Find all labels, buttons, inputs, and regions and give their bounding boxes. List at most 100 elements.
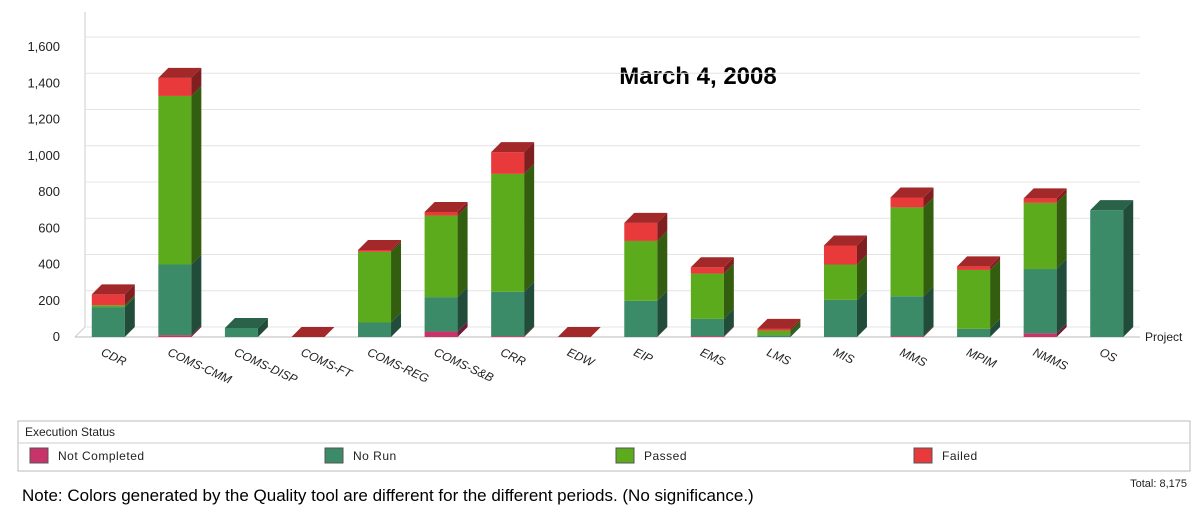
bar-segment (158, 335, 192, 337)
legend-swatch (29, 447, 49, 464)
x-tick-label: NMMS (1031, 345, 1070, 373)
bar-segment (158, 95, 192, 265)
x-tick-label: COMS-REG (365, 345, 431, 386)
bar-segment (757, 328, 791, 331)
bar-side (191, 325, 202, 337)
bar-side (990, 259, 1001, 329)
bar-segment (890, 336, 924, 337)
bar-side (1123, 200, 1134, 337)
bar-side (191, 67, 202, 96)
bar-top (1090, 200, 1134, 211)
legend-title: Execution Status (25, 425, 115, 439)
bar-side (923, 187, 934, 208)
bar-side (524, 326, 535, 337)
bar-side (1056, 259, 1067, 334)
bar-segment (690, 273, 724, 319)
bar-segment (424, 297, 458, 332)
bar-segment (1090, 210, 1124, 337)
bar-segment (224, 327, 258, 337)
bar-side (457, 201, 468, 216)
bar-side (257, 317, 268, 337)
legend-swatch (913, 447, 933, 464)
total-label: Total: 8,175 (1130, 478, 1187, 490)
bar-side (1056, 188, 1067, 203)
chart-title: March 4, 2008 (619, 63, 776, 90)
bar-side (124, 284, 135, 306)
bar-side (657, 230, 668, 301)
bar-top (424, 201, 468, 212)
x-tick-label: EIP (632, 345, 655, 366)
y-tick-label: 400 (38, 257, 60, 272)
bar-side (657, 212, 668, 241)
bar-top (624, 212, 668, 223)
bar-side (124, 297, 135, 337)
x-tick-label: COMS-DISP (232, 345, 300, 386)
bar-segment (624, 300, 658, 337)
bar-segment (358, 322, 392, 337)
bar-segment (890, 296, 924, 337)
bar-top (957, 256, 1001, 267)
bar-side (191, 85, 202, 265)
bar-top (358, 240, 402, 250)
bar-side (856, 235, 867, 265)
bar-segment (491, 291, 525, 337)
y-tick-label: 1,000 (27, 148, 60, 163)
bar-side (923, 326, 934, 337)
bar-top (823, 235, 867, 246)
x-tick-label: COMS-FT (299, 345, 356, 381)
bar-top (690, 257, 734, 268)
bar-segment (757, 335, 791, 337)
y-tick-label: 1,400 (27, 75, 60, 90)
bar-segment (424, 215, 458, 298)
bar-side (124, 295, 135, 308)
x-tick-label: MIS (831, 345, 856, 367)
bar-side (524, 163, 535, 292)
bar-segment (890, 197, 924, 208)
bar-side (457, 205, 468, 298)
bar-segment (957, 328, 991, 337)
bar-segment (1023, 198, 1057, 203)
bar-segment (91, 305, 125, 308)
bar-side (391, 240, 402, 252)
x-tick-label: EDW (565, 345, 598, 370)
floor-line (74, 326, 86, 338)
bar-top (890, 187, 934, 198)
bar-side (657, 290, 668, 337)
bar-segment (424, 211, 458, 216)
x-tick-label: MPIM (964, 345, 998, 371)
bar-segment (690, 267, 724, 274)
bar-side (457, 287, 468, 332)
bar-top (757, 318, 801, 329)
bar-top (1023, 188, 1067, 199)
legend-box (17, 420, 1191, 472)
bar-top (557, 327, 601, 337)
bar-segment (823, 245, 857, 265)
legend-label: Passed (644, 449, 687, 463)
bar-segment (424, 331, 458, 337)
bar-top (491, 142, 535, 153)
y-tick-label: 800 (38, 184, 60, 199)
legend-swatch (615, 447, 635, 464)
bar-side (723, 257, 734, 274)
bar-side (457, 321, 468, 337)
bar-segment (358, 251, 392, 323)
bar-side (723, 326, 734, 337)
x-tick-label: COMS-CMM (166, 345, 234, 387)
bar-segment (91, 307, 125, 337)
bar-segment (690, 318, 724, 337)
bar-side (990, 256, 1001, 270)
bar-side (524, 142, 535, 174)
x-tick-label: CRR (498, 345, 528, 369)
bar-segment (1023, 202, 1057, 270)
note: Note: Colors generated by the Quality to… (22, 486, 754, 505)
bar-segment (957, 269, 991, 329)
bar-segment (823, 264, 857, 300)
bar-top (158, 67, 202, 78)
bar-side (391, 241, 402, 323)
bar-side (923, 286, 934, 337)
bar-segment (158, 264, 192, 336)
bar-side (1056, 323, 1067, 337)
legend-label: No Run (353, 449, 397, 463)
y-tick-label: 200 (38, 293, 60, 308)
legend-label: Not Completed (58, 449, 145, 463)
